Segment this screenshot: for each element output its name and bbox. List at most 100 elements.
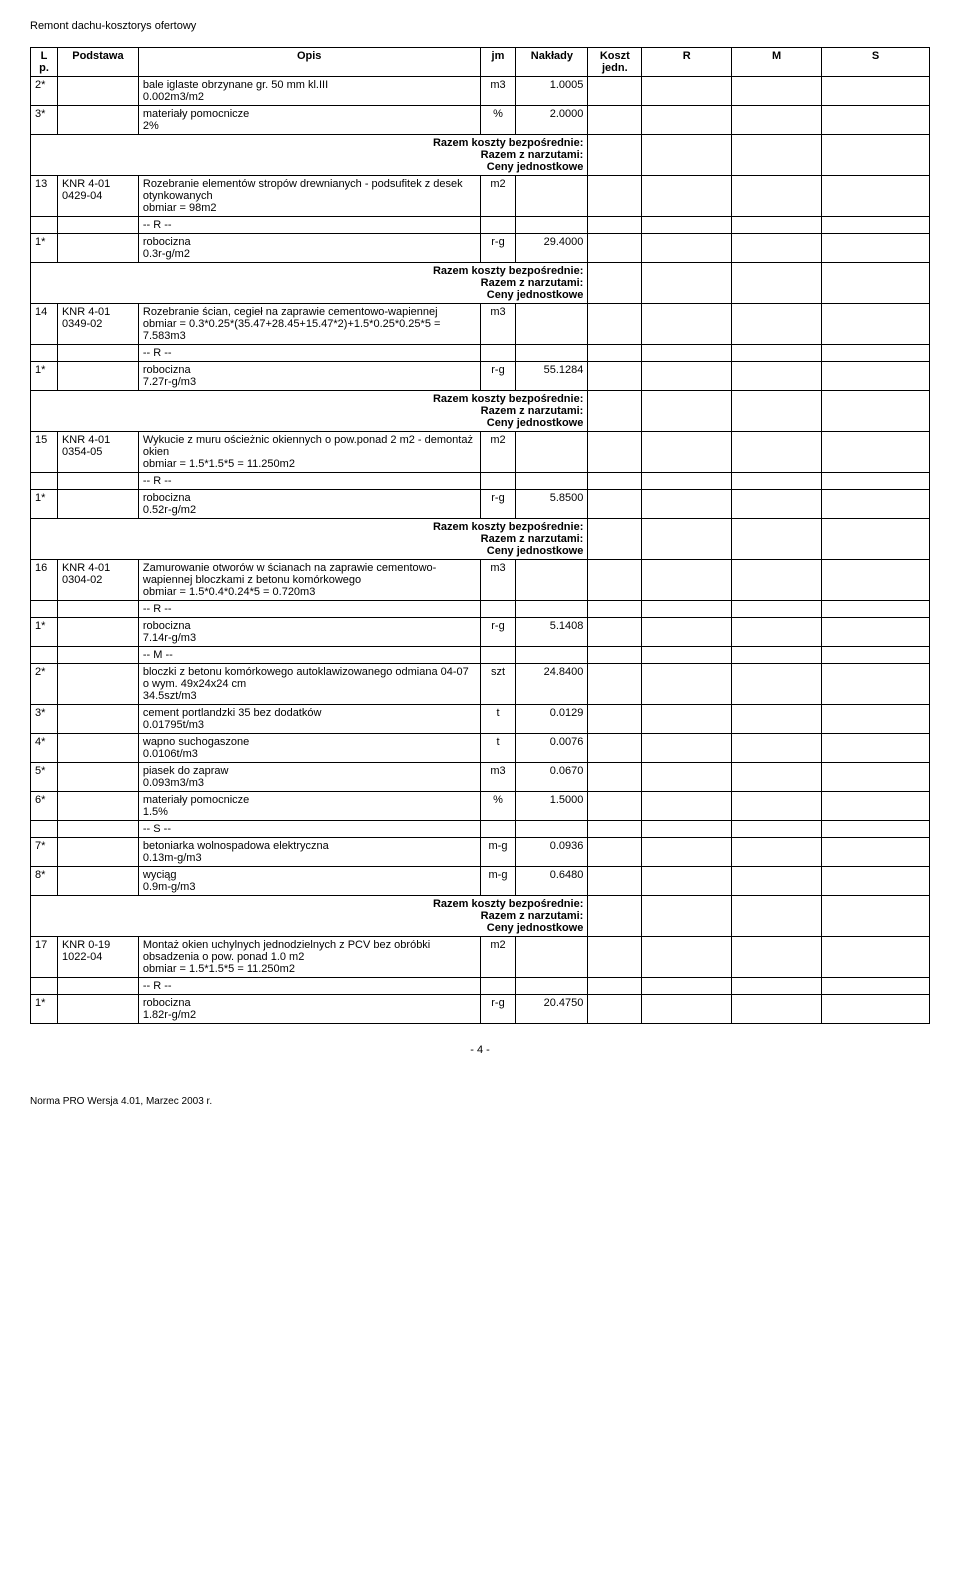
cell: 2.0000: [516, 106, 588, 135]
cell: %: [480, 106, 516, 135]
cell: 5.1408: [516, 618, 588, 647]
marker-row: -- R --: [31, 345, 930, 362]
cell: KNR 4-010304-02: [57, 560, 138, 601]
cell: Montaż okien uchylnych jednodzielnych z …: [138, 937, 480, 978]
cell: 29.4000: [516, 234, 588, 263]
cell: [516, 978, 588, 995]
razem-labels: Razem koszty bezpośrednie:Razem z narzut…: [31, 391, 588, 432]
cell: materiały pomocnicze1.5%: [138, 792, 480, 821]
cell: [480, 647, 516, 664]
marker-row: -- R --: [31, 473, 930, 490]
cell: -- R --: [138, 217, 480, 234]
cell: [57, 362, 138, 391]
cell: -- R --: [138, 978, 480, 995]
cell: 5*: [31, 763, 58, 792]
resource-row: 6*materiały pomocnicze1.5% %1.5000: [31, 792, 930, 821]
cell: [732, 867, 822, 896]
cell: 0.0129: [516, 705, 588, 734]
cell: [57, 664, 138, 705]
cell: [732, 263, 822, 304]
cell: Rozebranie elementów stropów drewnianych…: [138, 176, 480, 217]
cell: 17: [31, 937, 58, 978]
cell: KNR 0-191022-04: [57, 937, 138, 978]
cell: r-g: [480, 362, 516, 391]
razem-row: Razem koszty bezpośrednie:Razem z narzut…: [31, 896, 930, 937]
cell: Zamurowanie otworów w ścianach na zapraw…: [138, 560, 480, 601]
cell: [588, 391, 642, 432]
cell: [588, 937, 642, 978]
cell: m2: [480, 176, 516, 217]
cell: [588, 978, 642, 995]
cell: robocizna0.52r-g/m2: [138, 490, 480, 519]
cell: [642, 391, 732, 432]
cell: [31, 978, 58, 995]
cell: [516, 432, 588, 473]
cell: KNR 4-010354-05: [57, 432, 138, 473]
cell: [822, 792, 930, 821]
cell: [642, 821, 732, 838]
cell: [57, 792, 138, 821]
cell: [642, 234, 732, 263]
cell: [642, 664, 732, 705]
cell: [57, 217, 138, 234]
cell: 1*: [31, 362, 58, 391]
item-header-row: 13KNR 4-010429-04Rozebranie elementów st…: [31, 176, 930, 217]
cell: [642, 618, 732, 647]
cell: [822, 618, 930, 647]
cell: [732, 896, 822, 937]
cell: [516, 601, 588, 618]
cell: [516, 821, 588, 838]
cell: szt: [480, 664, 516, 705]
cell: [642, 601, 732, 618]
cell: [822, 263, 930, 304]
cell: [588, 217, 642, 234]
cell: m3: [480, 77, 516, 106]
cell: m-g: [480, 838, 516, 867]
cell: 16: [31, 560, 58, 601]
cell: [642, 263, 732, 304]
cell: [642, 519, 732, 560]
col-koszt: Koszt jedn.: [588, 48, 642, 77]
cell: [822, 560, 930, 601]
cell: [588, 763, 642, 792]
cell: [642, 176, 732, 217]
cell: 14: [31, 304, 58, 345]
cell: %: [480, 792, 516, 821]
cell: [732, 473, 822, 490]
cell: [516, 304, 588, 345]
cell: [642, 647, 732, 664]
cell: [588, 896, 642, 937]
cell: 2*: [31, 77, 58, 106]
cell: [642, 362, 732, 391]
cell: [732, 664, 822, 705]
cell: [516, 345, 588, 362]
cell: [31, 345, 58, 362]
cell: [57, 647, 138, 664]
cell: [57, 995, 138, 1024]
cell: 13: [31, 176, 58, 217]
cell: [822, 647, 930, 664]
cell: [642, 937, 732, 978]
marker-row: -- R --: [31, 978, 930, 995]
cell: [732, 490, 822, 519]
cell: [822, 345, 930, 362]
marker-row: -- R --: [31, 217, 930, 234]
cell: [822, 135, 930, 176]
col-jm: jm: [480, 48, 516, 77]
cell: [642, 763, 732, 792]
resource-row: 1*robocizna7.14r-g/m3 r-g5.1408: [31, 618, 930, 647]
cell: [642, 77, 732, 106]
cell: [822, 106, 930, 135]
cell: [57, 734, 138, 763]
resource-row: 8*wyciąg0.9m-g/m3 m-g0.6480: [31, 867, 930, 896]
cell: [642, 867, 732, 896]
cell: -- R --: [138, 345, 480, 362]
cell: [822, 432, 930, 473]
cell: 3*: [31, 705, 58, 734]
cell: [642, 490, 732, 519]
cell: [516, 647, 588, 664]
item-header-row: 14KNR 4-010349-02Rozebranie ścian, cegie…: [31, 304, 930, 345]
cell: [588, 601, 642, 618]
cell: [516, 560, 588, 601]
cell: robocizna0.3r-g/m2: [138, 234, 480, 263]
